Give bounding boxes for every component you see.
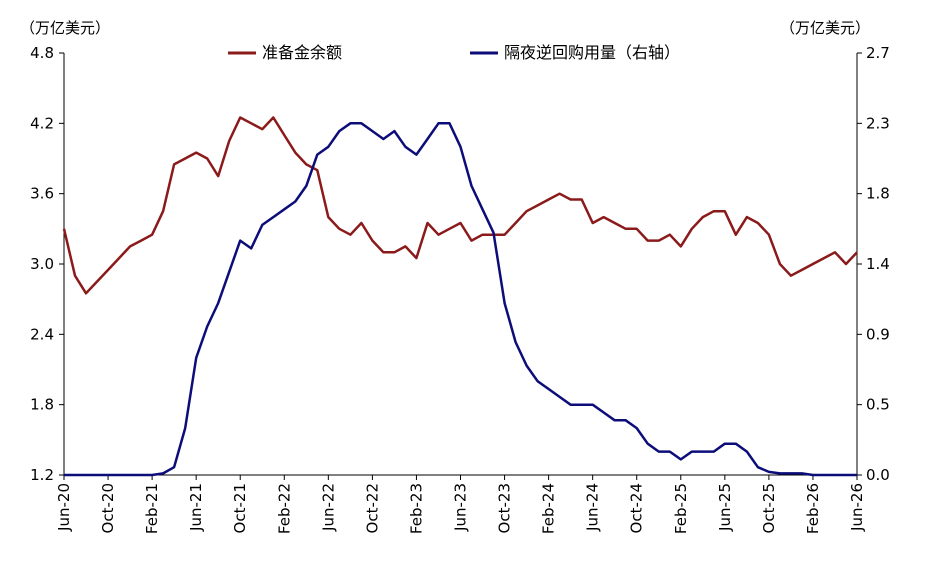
x-axis-tick-label: Oct-21	[231, 483, 249, 533]
left-axis-unit-label: （万亿美元）	[20, 19, 110, 37]
left-axis-tick-label: 4.8	[30, 44, 54, 62]
left-axis-tick-label: 1.8	[30, 396, 54, 414]
x-axis-tick-label: Feb-22	[275, 483, 293, 534]
left-axis-tick-label: 3.6	[30, 185, 54, 203]
right-axis-tick-label: 1.4	[866, 255, 890, 273]
left-axis-tick-label: 4.2	[30, 114, 54, 132]
x-axis-tick-label: Jun-25	[716, 483, 734, 532]
right-axis-unit-label: （万亿美元）	[780, 19, 870, 37]
x-axis-tick-label: Jun-26	[848, 483, 866, 532]
x-axis-tick-label: Jun-21	[187, 483, 205, 532]
x-axis-tick-label: Feb-25	[672, 483, 690, 534]
right-axis-tick-label: 0.9	[866, 325, 890, 343]
right-axis-tick-label: 2.7	[866, 44, 890, 62]
x-axis-ticks: Jun-20 Oct-20 Feb-21 Jun-21 Oct-21 Feb-22 Jun-…	[55, 475, 866, 534]
x-axis-tick-label: Jun-23	[452, 483, 470, 532]
series-line-reserves	[62, 116, 858, 295]
x-axis-tick-label: Oct-25	[760, 483, 778, 533]
left-axis-ticks: 4.8 4.2 3.6 3.0 2.4 1.8 1.2	[30, 44, 64, 484]
left-axis-tick-label: 2.4	[30, 325, 54, 343]
axes	[63, 53, 858, 476]
right-axis-tick-label: 0.5	[866, 396, 890, 414]
legend: 准备金余额 隔夜逆回购用量（右轴）	[228, 43, 680, 62]
right-axis-ticks: 2.7 2.3 1.8 1.4 0.9 0.5 0.0	[857, 44, 890, 484]
x-axis-tick-label: Oct-22	[363, 483, 381, 533]
x-axis-tick-label: Feb-23	[407, 483, 425, 534]
right-axis-tick-label: 1.8	[866, 185, 890, 203]
x-axis-tick-label: Oct-23	[496, 483, 514, 533]
x-axis-tick-label: Jun-24	[584, 483, 602, 532]
x-axis-tick-label: Feb-24	[540, 483, 558, 534]
x-axis-tick-label: Feb-21	[143, 483, 161, 534]
x-axis-tick-label: Feb-26	[804, 483, 822, 534]
left-axis-tick-label: 3.0	[30, 255, 54, 273]
legend-label-reserves: 准备金余额	[262, 43, 342, 62]
legend-label-rrp: 隔夜逆回购用量（右轴）	[504, 43, 680, 62]
series-line-rrp	[64, 122, 857, 477]
x-axis-tick-label: Oct-24	[628, 483, 646, 533]
x-axis-tick-label: Jun-22	[319, 483, 337, 532]
right-axis-tick-label: 0.0	[866, 466, 890, 484]
x-axis-tick-label: Oct-20	[99, 483, 117, 533]
left-axis-tick-label: 1.2	[30, 466, 54, 484]
right-axis-tick-label: 2.3	[866, 114, 890, 132]
x-axis-tick-label: Jun-20	[55, 483, 73, 532]
